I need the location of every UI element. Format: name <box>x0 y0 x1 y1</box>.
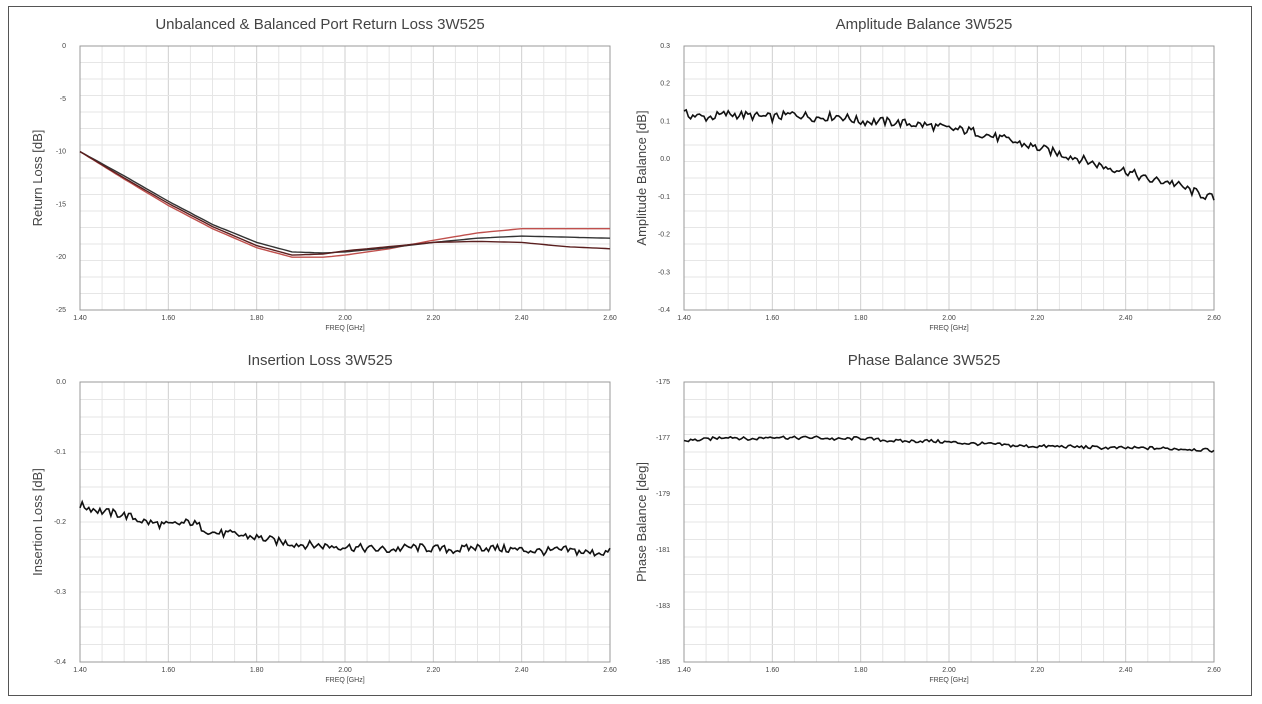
x-tick-label: 2.20 <box>427 315 441 322</box>
x-tick-label: 1.80 <box>250 667 264 674</box>
y-tick-label: -181 <box>656 547 670 554</box>
x-tick-label: 2.40 <box>1119 315 1133 322</box>
chart-frame <box>8 6 1252 696</box>
y-tick-label: -5 <box>60 96 66 103</box>
x-tick-label: 1.80 <box>854 667 868 674</box>
y-tick-label: -185 <box>656 659 670 666</box>
y-tick-label: -177 <box>656 435 670 442</box>
series-line <box>683 108 1215 201</box>
x-tick-label: 2.60 <box>1207 315 1221 322</box>
series-line <box>79 499 611 557</box>
x-tick-label: 1.40 <box>73 315 87 322</box>
plot-area <box>683 45 1215 311</box>
x-tick-label: 2.20 <box>1031 667 1045 674</box>
y-tick-label: -175 <box>656 379 670 386</box>
y-tick-label: -0.4 <box>54 659 66 666</box>
x-tick-label: 1.40 <box>677 667 691 674</box>
series-line <box>79 150 611 254</box>
x-tick-label: 2.40 <box>515 667 529 674</box>
x-tick-label: 1.60 <box>162 315 176 322</box>
x-tick-label: 1.80 <box>250 315 264 322</box>
grid <box>683 381 1215 663</box>
amplitude-balance-title: Amplitude Balance 3W525 <box>835 16 1013 33</box>
x-axis-label: FREQ [GHz] <box>325 325 364 332</box>
y-tick-label: -179 <box>656 491 670 498</box>
insertion-loss-title: Insertion Loss 3W525 <box>247 352 393 369</box>
x-tick-label: 2.40 <box>1119 667 1133 674</box>
y-tick-label: -0.3 <box>54 589 66 596</box>
amplitude-balance-panel: Amplitude Balance 3W525 1.40 1.60 1.80 2.00… <box>624 16 1224 336</box>
grid <box>79 45 611 311</box>
x-tick-label: 1.40 <box>677 315 691 322</box>
series-line <box>683 435 1215 453</box>
return-loss-panel: Unbalanced & Balanced Port Return Loss 3… <box>20 16 620 336</box>
y-tick-label: 0.0 <box>56 379 66 386</box>
x-axis-label: FREQ [GHz] <box>929 677 968 684</box>
x-tick-label: 1.80 <box>854 315 868 322</box>
y-axis-label: Phase Balance [deg] <box>634 462 649 582</box>
x-tick-label: 2.20 <box>427 667 441 674</box>
x-tick-label: 2.60 <box>1207 667 1221 674</box>
y-tick-label: 0.0 <box>660 156 670 163</box>
plot-area <box>79 381 611 663</box>
y-tick-label: -15 <box>56 201 66 208</box>
y-axis-label: Return Loss [dB] <box>30 130 45 227</box>
x-tick-label: 2.60 <box>603 667 617 674</box>
x-tick-label: 2.20 <box>1031 315 1045 322</box>
series-line <box>79 151 610 258</box>
y-tick-label: -0.2 <box>54 519 66 526</box>
y-tick-label: 0.3 <box>660 43 670 50</box>
x-tick-label: 2.00 <box>942 315 956 322</box>
x-axis-label: FREQ [GHz] <box>929 325 968 332</box>
y-tick-label: -0.1 <box>54 449 66 456</box>
y-axis-label: Insertion Loss [dB] <box>30 468 45 576</box>
x-tick-label: 2.00 <box>338 667 352 674</box>
x-tick-label: 2.40 <box>515 315 529 322</box>
x-tick-label: 1.60 <box>766 315 780 322</box>
y-tick-label: -0.1 <box>658 194 670 201</box>
y-tick-label: -10 <box>56 149 66 156</box>
x-tick-label: 1.60 <box>162 667 176 674</box>
x-tick-label: 2.00 <box>942 667 956 674</box>
y-tick-label: 0 <box>62 43 66 50</box>
y-axis-label: Amplitude Balance [dB] <box>634 110 649 245</box>
x-axis-label: FREQ [GHz] <box>325 677 364 684</box>
y-tick-label: 0.2 <box>660 81 670 88</box>
x-tick-label: 2.00 <box>338 315 352 322</box>
return-loss-chart: 1.40 1.60 1.80 2.00 2.20 2.40 2.60 0 -5 -10 -15 -20… <box>30 43 617 332</box>
amplitude-balance-chart: 1.40 1.60 1.80 2.00 2.20 2.40 2.60 0.3 0.2 0.1 0.0… <box>634 43 1221 332</box>
y-tick-label: -0.2 <box>658 232 670 239</box>
grid <box>79 381 611 663</box>
phase-balance-panel: Phase Balance 3W525 1.40 1.60 1.80 2.00 2.20… <box>624 352 1224 688</box>
grid <box>683 45 1215 311</box>
y-tick-label: -20 <box>56 254 66 261</box>
series-line <box>79 150 611 256</box>
insertion-loss-chart: 1.40 1.60 1.80 2.00 2.20 2.40 2.60 0.0 -0.1 -0.2 -… <box>30 379 617 684</box>
phase-balance-title: Phase Balance 3W525 <box>847 352 1001 369</box>
y-tick-label: -0.4 <box>658 307 670 314</box>
x-tick-label: 1.40 <box>73 667 87 674</box>
insertion-loss-panel: Insertion Loss 3W525 1.40 1.60 1.80 2.00 2.2… <box>20 352 620 688</box>
y-tick-label: -25 <box>56 307 66 314</box>
plot-area <box>79 45 611 311</box>
x-tick-label: 2.60 <box>603 315 617 322</box>
plot-area <box>683 381 1215 663</box>
y-tick-label: 0.1 <box>660 118 670 125</box>
return-loss-title: Unbalanced & Balanced Port Return Loss 3… <box>155 16 485 33</box>
y-tick-label: -0.3 <box>658 269 670 276</box>
x-tick-label: 1.60 <box>766 667 780 674</box>
y-tick-label: -183 <box>656 603 670 610</box>
phase-balance-chart: 1.40 1.60 1.80 2.00 2.20 2.40 2.60 -175 -177 -179… <box>634 379 1221 684</box>
